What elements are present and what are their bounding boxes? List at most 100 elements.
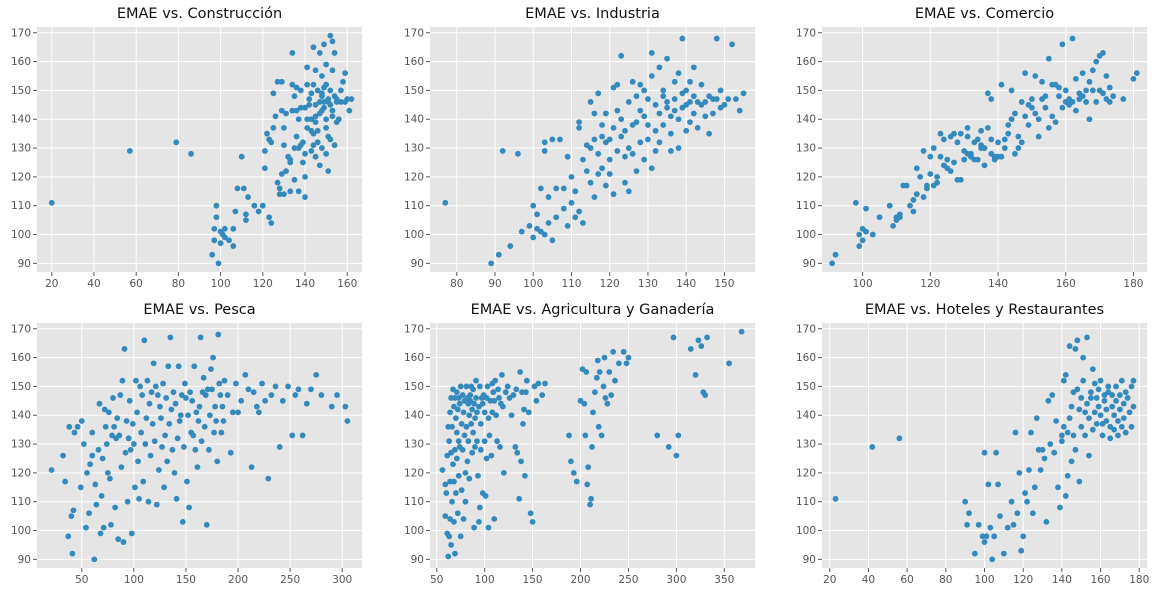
scatter-point [312, 113, 319, 120]
scatter-point [702, 392, 709, 398]
scatter-point [1122, 389, 1129, 396]
scatter-point [226, 237, 232, 244]
scatter-point [182, 380, 188, 387]
scatter-point [272, 113, 279, 120]
scatter-point [1057, 504, 1063, 511]
scatter-point [295, 188, 302, 195]
scatter-point [581, 400, 588, 407]
scatter-point [583, 369, 590, 375]
scatter-point [308, 386, 314, 393]
scatter-point [262, 165, 268, 172]
scatter-point [178, 392, 185, 398]
scatter-point [1024, 498, 1030, 505]
scatter-point [327, 101, 334, 108]
scatter-point [337, 99, 344, 105]
scatter-point [1091, 409, 1098, 416]
scatter-point [158, 415, 164, 422]
scatter-point [139, 392, 146, 398]
y-tick-label: 120 [404, 467, 424, 479]
x-tick-label: 80 [172, 278, 185, 290]
scatter-point [527, 510, 534, 517]
scatter-point [86, 510, 92, 517]
scatter-point [133, 377, 139, 384]
scatter-point [302, 104, 308, 111]
scatter-point [1001, 136, 1008, 143]
chart-title: EMAE vs. Pesca [143, 302, 255, 318]
scatter-point [1052, 119, 1059, 126]
x-tick-label: 80 [939, 574, 952, 586]
scatter-point [583, 168, 590, 175]
scatter-point [924, 185, 930, 192]
scatter-point [458, 420, 465, 427]
scatter-point [262, 397, 269, 404]
scatter-point [179, 518, 186, 525]
x-tick-label: 40 [862, 574, 875, 586]
y-tick-label: 170 [796, 323, 816, 335]
scatter-point [96, 400, 103, 407]
scatter-point [203, 521, 210, 528]
scatter-point [304, 81, 311, 88]
scatter-point [1060, 377, 1067, 384]
scatter-point [107, 475, 113, 482]
scatter-point [553, 214, 560, 221]
scatter-point [580, 220, 586, 226]
scatter-point [212, 403, 219, 410]
scatter-point [111, 423, 117, 430]
scatter-point [852, 199, 859, 206]
scatter-point [274, 179, 281, 186]
scatter-point [459, 392, 466, 398]
scatter-point [974, 136, 981, 143]
scatter-point [471, 524, 478, 531]
scatter-point [533, 397, 540, 404]
scatter-point [242, 371, 249, 378]
scatter-point [268, 220, 275, 226]
scatter-point [1068, 403, 1075, 410]
scatter-point [633, 119, 640, 126]
scatter-point [299, 432, 306, 439]
scatter-point [138, 429, 145, 436]
y-tick-label: 110 [11, 200, 31, 212]
scatter-point [520, 420, 526, 427]
scatter-point [625, 99, 632, 105]
x-tick-label: 50 [430, 574, 443, 586]
scatter-point [262, 148, 268, 154]
scatter-point [599, 165, 605, 172]
scatter-point [452, 490, 459, 496]
scatter-point [690, 64, 697, 71]
scatter-point [1074, 337, 1081, 344]
scatter-point [832, 495, 839, 502]
y-tick-label: 110 [796, 200, 816, 212]
x-tick-label: 90 [488, 278, 501, 290]
scatter-point [514, 449, 521, 456]
y-tick-label: 140 [404, 114, 424, 126]
scatter-point [954, 139, 961, 146]
y-tick-label: 170 [11, 323, 31, 335]
scatter-point [995, 139, 1001, 146]
scatter-point [329, 113, 336, 120]
scatter-point [1124, 395, 1131, 401]
y-tick-label: 100 [404, 525, 424, 537]
scatter-point [177, 412, 184, 419]
scatter-point [1113, 383, 1119, 390]
scatter-point [1097, 412, 1104, 419]
scatter-point [951, 130, 957, 137]
scatter-point [587, 145, 594, 151]
scatter-point [671, 107, 678, 114]
scatter-point [115, 536, 122, 543]
scatter-point [576, 124, 583, 131]
scatter-point [629, 150, 636, 157]
scatter-point [442, 513, 449, 520]
scatter-point [582, 432, 589, 439]
scatter-point [99, 455, 106, 462]
scatter-point [465, 438, 472, 445]
scatter-point [1079, 70, 1086, 77]
scatter-point [192, 446, 199, 453]
scatter-point [48, 467, 55, 473]
scatter-point [163, 395, 170, 401]
scatter-point [1001, 145, 1008, 151]
scatter-point [665, 444, 672, 450]
scatter-point [671, 96, 678, 102]
scatter-point [576, 119, 583, 126]
scatter-point [1115, 432, 1121, 439]
